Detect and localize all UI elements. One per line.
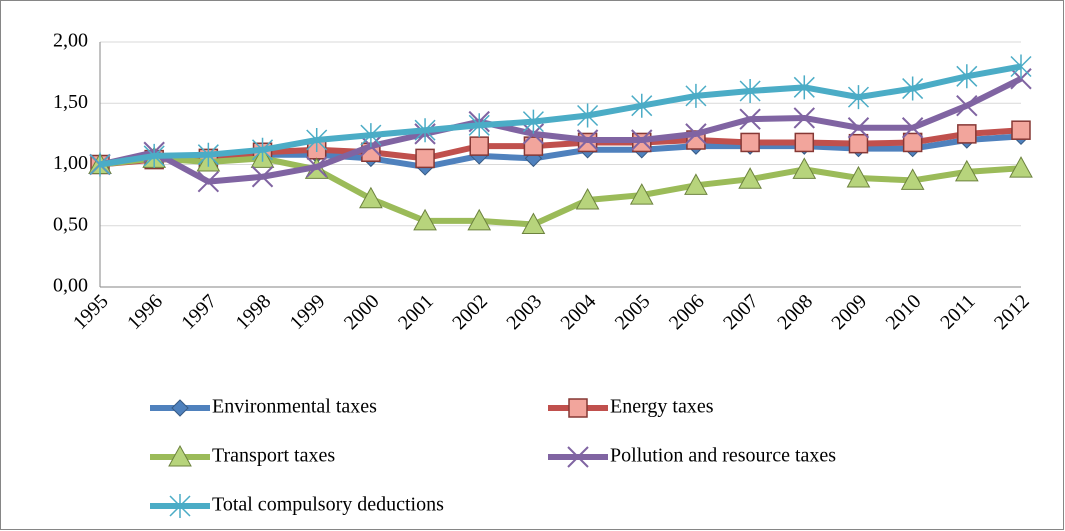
marker — [846, 165, 871, 188]
marker — [360, 123, 382, 148]
marker — [469, 136, 489, 156]
legend-marker — [171, 399, 189, 417]
marker — [143, 143, 165, 168]
marker — [576, 129, 599, 151]
marker — [684, 173, 708, 195]
marker — [467, 208, 492, 231]
legend-label: Total compulsory deductions — [212, 494, 444, 516]
marker — [957, 124, 977, 144]
series-line — [99, 63, 1022, 168]
marker — [739, 79, 761, 103]
marker — [197, 170, 220, 193]
marker — [738, 167, 762, 189]
marker — [685, 83, 707, 108]
y-tick-label: 0,00 — [53, 275, 88, 297]
marker — [414, 118, 436, 143]
marker — [251, 137, 274, 162]
marker — [954, 159, 979, 182]
marker — [740, 132, 760, 153]
marker — [415, 148, 435, 169]
marker — [1010, 68, 1032, 90]
marker — [631, 129, 653, 151]
marker — [413, 208, 437, 231]
marker — [847, 117, 870, 139]
marker — [629, 183, 654, 205]
marker — [1010, 54, 1032, 79]
marker — [631, 93, 653, 118]
marker — [523, 136, 544, 156]
marker — [197, 142, 219, 167]
y-tick-label: 0,50 — [53, 213, 88, 235]
legend-marker — [169, 494, 191, 518]
marker — [1009, 156, 1033, 178]
marker — [522, 109, 544, 134]
marker — [359, 186, 383, 209]
marker — [575, 187, 600, 210]
marker — [521, 212, 546, 235]
marker — [306, 128, 328, 152]
y-tick-label: 1,50 — [53, 91, 88, 113]
legend-marker — [168, 444, 192, 467]
legend-marker — [567, 446, 589, 468]
y-tick-label: 1,00 — [53, 152, 88, 174]
marker — [739, 108, 761, 130]
marker — [468, 113, 490, 138]
marker — [847, 85, 870, 110]
marker — [900, 168, 925, 190]
marker — [902, 132, 923, 153]
legend-label: Transport taxes — [212, 445, 335, 467]
marker — [1011, 120, 1031, 140]
marker — [89, 152, 111, 177]
legend-label: Environmental taxes — [212, 396, 377, 418]
marker — [902, 76, 924, 101]
series-line — [99, 76, 1023, 185]
marker — [792, 157, 817, 179]
marker — [522, 123, 545, 145]
marker — [251, 166, 274, 188]
marker — [901, 117, 924, 139]
marker — [793, 107, 816, 129]
legend-marker — [568, 398, 588, 418]
legend-label: Energy taxes — [610, 396, 714, 418]
marker — [685, 123, 707, 145]
marker — [956, 94, 978, 117]
marker — [577, 103, 599, 128]
marker — [305, 156, 328, 178]
marker — [793, 75, 815, 100]
marker — [956, 64, 978, 89]
marker — [848, 133, 869, 154]
marker — [794, 132, 815, 153]
y-tick-label: 2,00 — [53, 30, 88, 52]
legend-label: Pollution and resource taxes — [610, 445, 836, 467]
